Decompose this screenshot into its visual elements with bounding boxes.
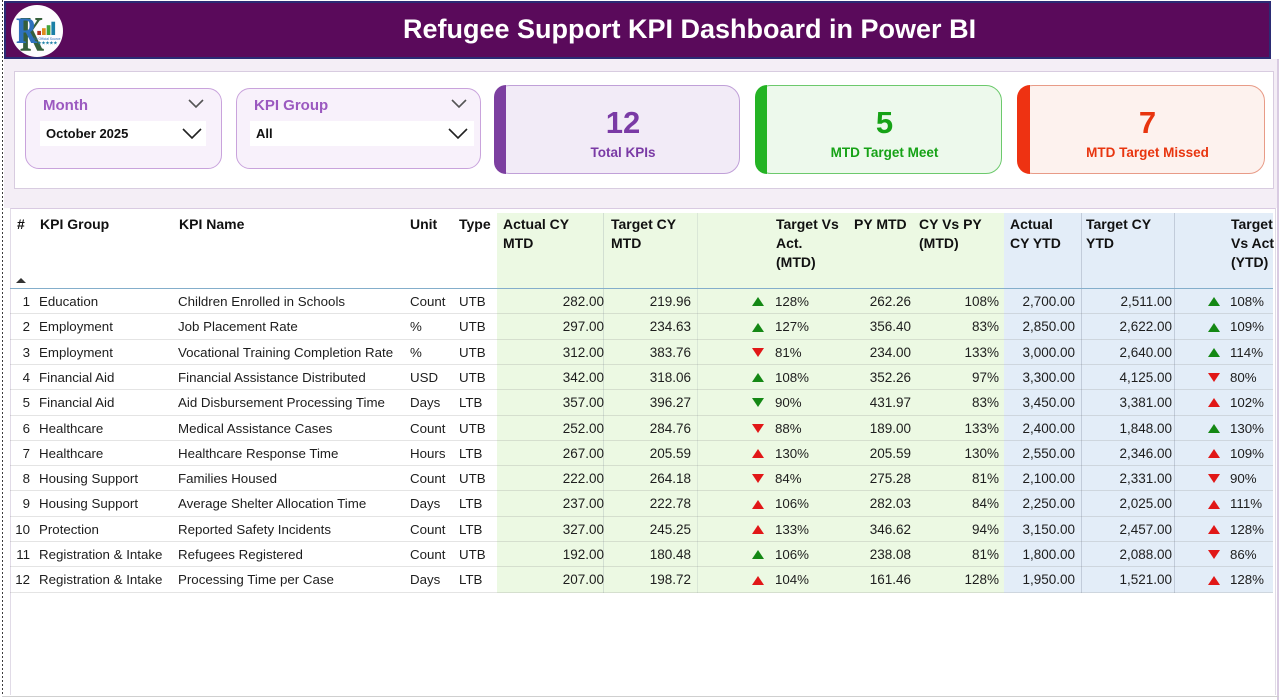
svg-text:R: R xyxy=(15,12,37,52)
svg-text:★★★★★: ★★★★★ xyxy=(37,40,58,46)
svg-text:An Official Source: An Official Source xyxy=(33,36,60,40)
